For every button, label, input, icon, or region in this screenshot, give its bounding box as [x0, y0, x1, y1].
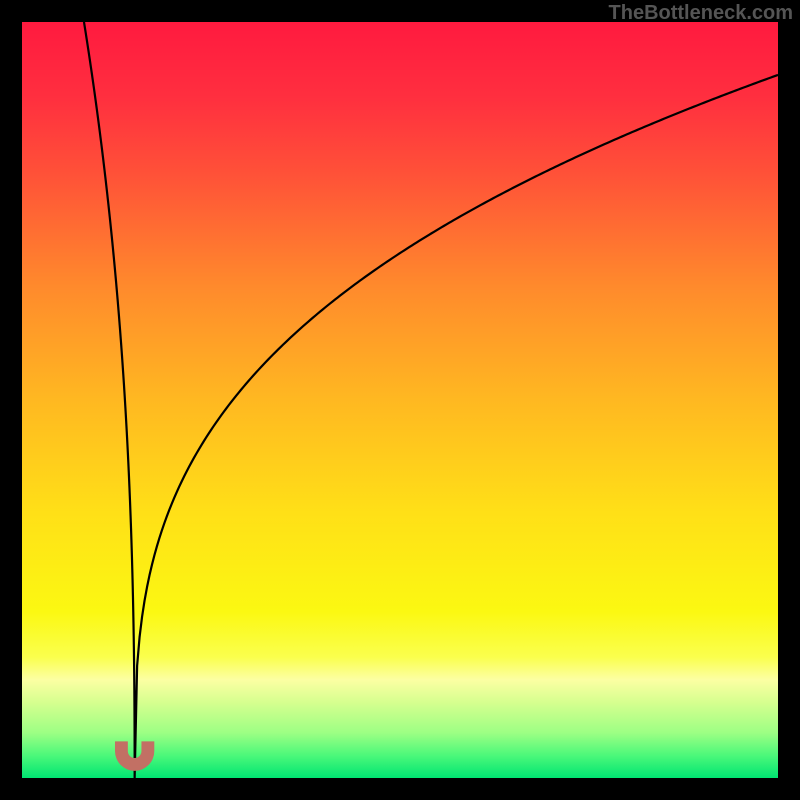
frame-left: [0, 0, 22, 800]
curve-svg: [22, 22, 778, 778]
chart-container: TheBottleneck.com: [0, 0, 800, 800]
frame-right: [778, 0, 800, 800]
frame-bottom: [0, 778, 800, 800]
plot-area: [22, 22, 778, 778]
watermark-text: TheBottleneck.com: [609, 2, 793, 25]
bottleneck-curve: [84, 22, 778, 778]
